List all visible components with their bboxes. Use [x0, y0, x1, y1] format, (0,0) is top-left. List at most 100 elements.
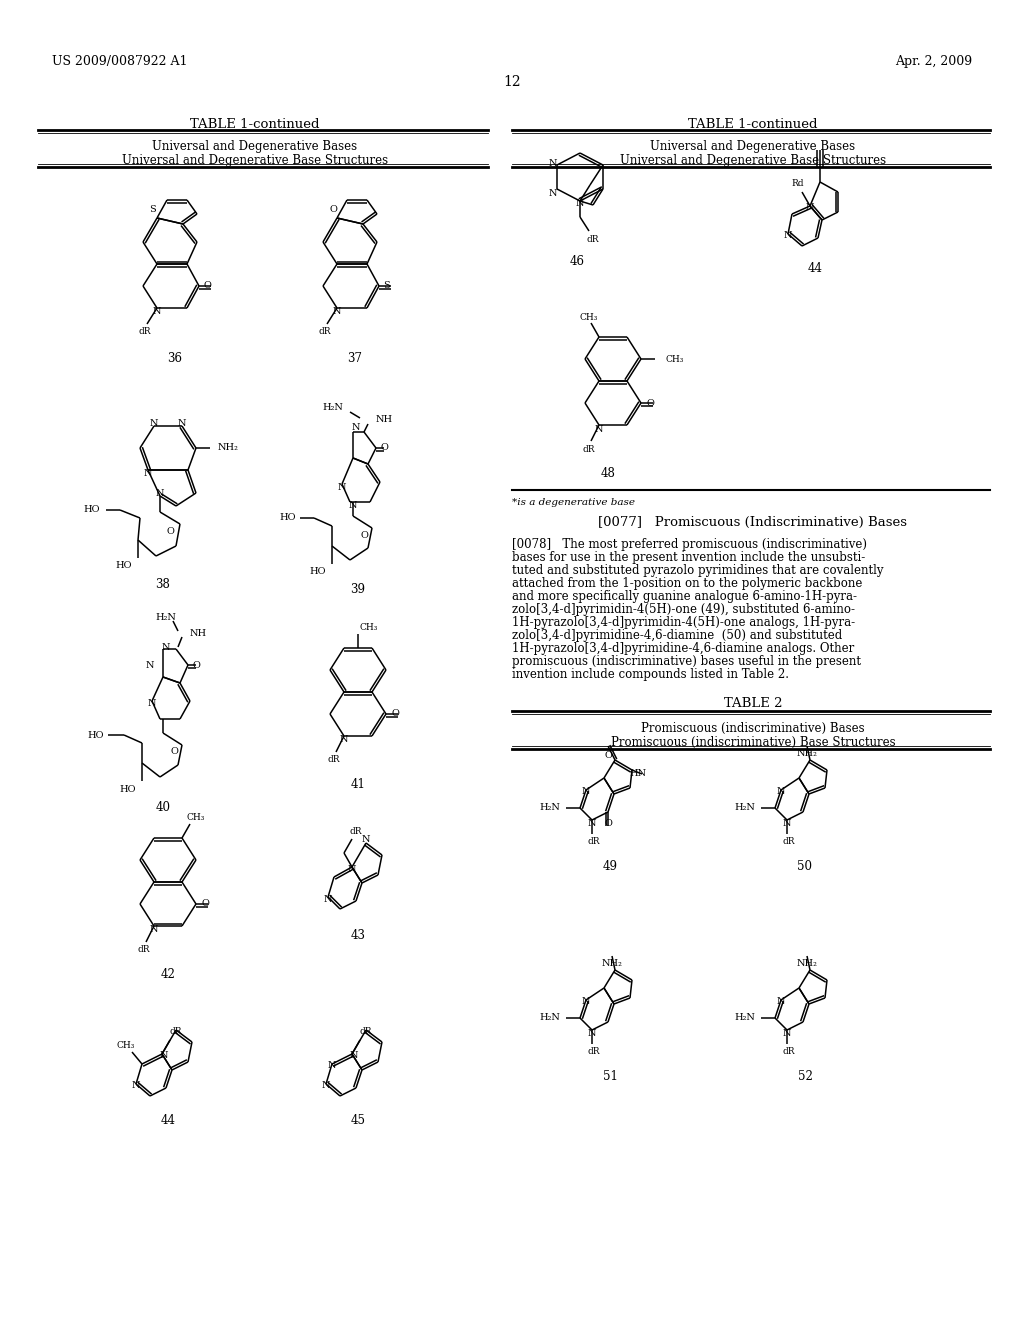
- Text: N: N: [582, 788, 590, 796]
- Text: 40: 40: [156, 801, 171, 814]
- Text: N: N: [350, 1052, 358, 1060]
- Text: US 2009/0087922 A1: US 2009/0087922 A1: [52, 55, 187, 69]
- Text: bases for use in the present invention include the unsubsti-: bases for use in the present invention i…: [512, 550, 865, 564]
- Text: N: N: [160, 1052, 168, 1060]
- Text: S: S: [384, 281, 390, 290]
- Text: [0078]   The most preferred promiscuous (indiscriminative): [0078] The most preferred promiscuous (i…: [512, 539, 867, 550]
- Text: N: N: [324, 895, 332, 903]
- Text: 52: 52: [798, 1071, 812, 1082]
- Text: O: O: [604, 751, 612, 760]
- Text: Universal and Degenerative Base Structures: Universal and Degenerative Base Structur…: [122, 154, 388, 168]
- Text: dR: dR: [170, 1027, 182, 1036]
- Text: dR: dR: [328, 755, 340, 764]
- Text: N: N: [549, 189, 557, 198]
- Text: dR: dR: [138, 945, 151, 954]
- Text: N: N: [145, 660, 155, 669]
- Text: attached from the 1-position on to the polymeric backbone: attached from the 1-position on to the p…: [512, 577, 862, 590]
- Text: 42: 42: [161, 968, 175, 981]
- Text: Universal and Degenerative Bases: Universal and Degenerative Bases: [650, 140, 856, 153]
- Text: dR: dR: [350, 826, 362, 836]
- Text: N: N: [178, 418, 186, 428]
- Text: 44: 44: [161, 1114, 175, 1127]
- Text: HO: HO: [120, 784, 136, 793]
- Text: N: N: [352, 424, 360, 433]
- Text: H₂N: H₂N: [539, 1014, 560, 1023]
- Text: HO: HO: [309, 568, 326, 577]
- Text: 41: 41: [350, 777, 366, 791]
- Text: [0077]   Promiscuous (Indiscriminative) Bases: [0077] Promiscuous (Indiscriminative) Ba…: [598, 516, 907, 529]
- Text: Rd: Rd: [792, 180, 804, 189]
- Text: N: N: [349, 502, 357, 511]
- Text: Apr. 2, 2009: Apr. 2, 2009: [895, 55, 972, 69]
- Text: 46: 46: [569, 255, 585, 268]
- Text: N: N: [150, 925, 159, 935]
- Text: O: O: [360, 531, 368, 540]
- Text: 49: 49: [602, 861, 617, 873]
- Text: HO: HO: [84, 506, 100, 515]
- Text: N: N: [156, 488, 164, 498]
- Text: N: N: [588, 818, 596, 828]
- Text: 38: 38: [156, 578, 170, 591]
- Text: Universal and Degenerative Base Structures: Universal and Degenerative Base Structur…: [620, 154, 886, 168]
- Text: N: N: [147, 700, 157, 709]
- Text: NH₂: NH₂: [601, 960, 623, 969]
- Text: dR: dR: [138, 327, 152, 337]
- Text: N: N: [782, 1028, 792, 1038]
- Text: O: O: [170, 747, 178, 756]
- Text: 39: 39: [350, 583, 366, 597]
- Text: O: O: [166, 528, 174, 536]
- Text: 1H-pyrazolo[3,4-d]pyrimidine-4,6-diamine analogs. Other: 1H-pyrazolo[3,4-d]pyrimidine-4,6-diamine…: [512, 642, 854, 655]
- Text: H₂N: H₂N: [323, 404, 343, 412]
- Text: NH₂: NH₂: [218, 444, 239, 453]
- Text: HN: HN: [630, 770, 646, 779]
- Text: Promiscuous (indiscriminative) Base Structures: Promiscuous (indiscriminative) Base Stru…: [610, 737, 895, 748]
- Text: 51: 51: [602, 1071, 617, 1082]
- Text: O: O: [329, 206, 337, 214]
- Text: NH: NH: [190, 628, 207, 638]
- Text: promiscuous (indiscriminative) bases useful in the present: promiscuous (indiscriminative) bases use…: [512, 655, 861, 668]
- Text: zolo[3,4-d]pyrimidin-4(5H)-one (49), substituted 6-amino-: zolo[3,4-d]pyrimidin-4(5H)-one (49), sub…: [512, 603, 855, 616]
- Text: O: O: [193, 660, 200, 669]
- Text: CH₃: CH₃: [580, 313, 598, 322]
- Text: N: N: [150, 418, 159, 428]
- Text: N: N: [806, 203, 814, 213]
- Text: N: N: [575, 199, 585, 209]
- Text: HO: HO: [116, 561, 132, 570]
- Text: N: N: [549, 158, 557, 168]
- Text: 44: 44: [808, 261, 822, 275]
- Text: O: O: [391, 710, 399, 718]
- Text: Universal and Degenerative Bases: Universal and Degenerative Bases: [153, 140, 357, 153]
- Text: TABLE 1-continued: TABLE 1-continued: [190, 117, 319, 131]
- Text: zolo[3,4-d]pyrimidine-4,6-diamine  (50) and substituted: zolo[3,4-d]pyrimidine-4,6-diamine (50) a…: [512, 630, 843, 642]
- Text: N: N: [322, 1081, 331, 1090]
- Text: NH: NH: [376, 416, 393, 425]
- Text: N: N: [132, 1081, 140, 1090]
- Text: S: S: [150, 206, 157, 214]
- Text: NH₂: NH₂: [797, 750, 817, 759]
- Text: dR: dR: [588, 1048, 600, 1056]
- Text: N: N: [348, 865, 356, 874]
- Text: CH₃: CH₃: [360, 623, 379, 632]
- Text: CH₃: CH₃: [186, 813, 205, 822]
- Text: N: N: [153, 308, 161, 317]
- Text: invention include compounds listed in Table 2.: invention include compounds listed in Ta…: [512, 668, 790, 681]
- Text: dR: dR: [588, 837, 600, 846]
- Text: O: O: [201, 899, 209, 908]
- Text: NH₂: NH₂: [797, 960, 817, 969]
- Text: N: N: [162, 643, 170, 652]
- Text: N: N: [777, 788, 785, 796]
- Text: CH₃: CH₃: [665, 355, 683, 363]
- Text: *is a degenerative base: *is a degenerative base: [512, 498, 635, 507]
- Text: H₂N: H₂N: [734, 804, 755, 813]
- Text: N: N: [143, 469, 153, 478]
- Text: N: N: [783, 231, 793, 240]
- Text: dR: dR: [782, 1048, 796, 1056]
- Text: and more specifically guanine analogue 6-amino-1H-pyra-: and more specifically guanine analogue 6…: [512, 590, 857, 603]
- Text: N: N: [328, 1061, 336, 1071]
- Text: H₂N: H₂N: [156, 612, 176, 622]
- Text: N: N: [582, 998, 590, 1006]
- Text: N: N: [782, 818, 792, 828]
- Text: N: N: [595, 425, 603, 433]
- Text: N: N: [588, 1028, 596, 1038]
- Text: dR: dR: [318, 327, 331, 337]
